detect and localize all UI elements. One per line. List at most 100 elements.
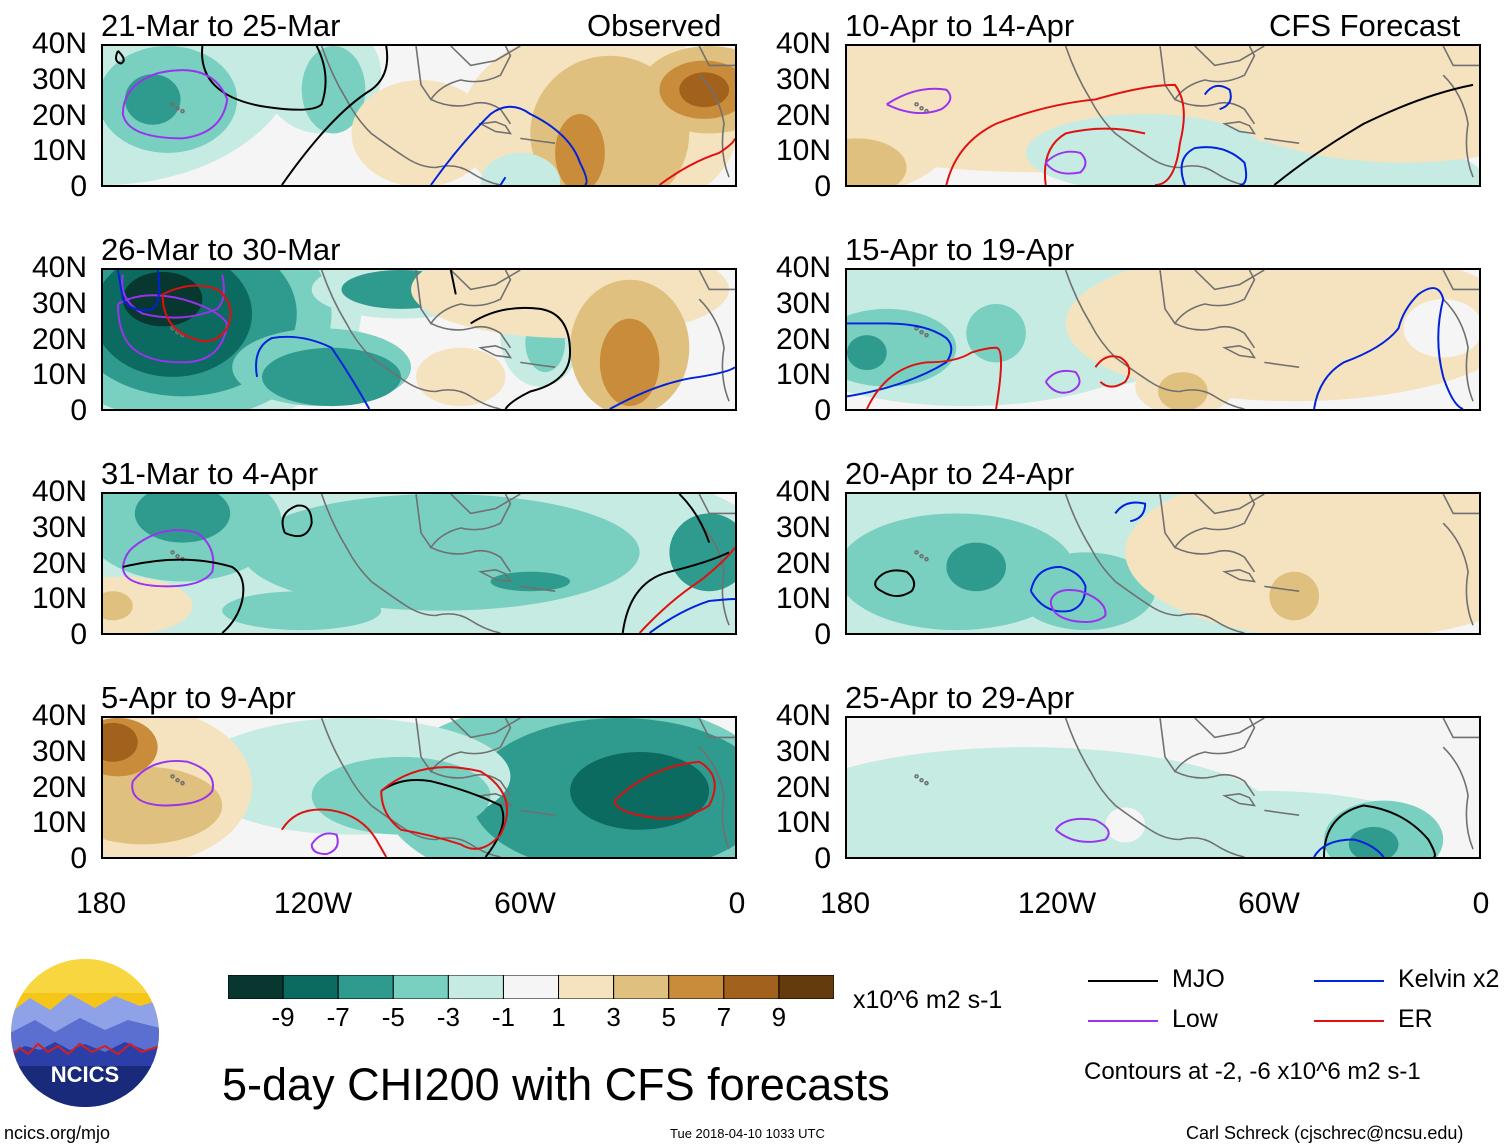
coastlines — [914, 718, 1479, 857]
lat-tick-label: 10N — [31, 358, 87, 392]
colorbar-segment — [613, 975, 670, 999]
mjo-contour — [122, 558, 245, 633]
low-contour — [121, 69, 229, 140]
er-contour — [865, 346, 1002, 409]
mjo-contour — [281, 504, 313, 538]
logo-text: NCICS — [51, 1062, 119, 1087]
anomaly-blob — [103, 576, 193, 633]
chi200-anomaly-shading — [103, 270, 735, 409]
panel-title: 31-Mar to 4-Apr — [101, 456, 319, 491]
er-contour — [945, 83, 1185, 185]
kelvin-x2-contour — [430, 105, 588, 185]
colorbar-tick: 5 — [661, 1002, 676, 1032]
coastlines — [170, 270, 735, 409]
mjo-contour — [380, 778, 505, 857]
forecast-label: CFS Forecast — [1269, 8, 1461, 43]
lat-tick-label: 30N — [31, 510, 87, 544]
mjo-contour — [1322, 804, 1436, 857]
lat-tick-label: 40N — [775, 251, 831, 284]
colorbar-tick: -7 — [326, 1002, 350, 1032]
anomaly-map — [847, 46, 1479, 185]
lon-tick-label: 60W — [494, 887, 556, 920]
anomaly-blob — [261, 347, 402, 407]
anomaly-map — [103, 718, 735, 857]
lon-tick-label: 180 — [75, 887, 127, 920]
ncics-logo: NCICS — [11, 959, 159, 1107]
anomaly-blob — [1348, 826, 1399, 857]
anomaly-blob — [847, 138, 907, 185]
lat-tick-label: 30N — [31, 62, 87, 96]
anomaly-blob — [1204, 46, 1479, 163]
colorbar-segment — [723, 975, 780, 999]
chi200-anomaly-shading — [103, 46, 735, 185]
low-contour — [131, 760, 214, 807]
mjo-contour — [201, 46, 327, 111]
panel-title: 10-Apr to 14-Apr — [845, 8, 1075, 43]
mjo-legend-line — [1088, 980, 1158, 982]
anomaly-blob — [103, 722, 138, 762]
map-panel — [101, 44, 737, 187]
anomaly-blob — [301, 46, 366, 134]
lat-tick-label: 10N — [31, 582, 87, 616]
anomaly-blob — [847, 335, 887, 371]
colorbar-segment — [447, 975, 504, 999]
contour-note: Contours at -2, -6 x10^6 m2 s-1 — [1084, 1058, 1421, 1085]
low-contour — [121, 529, 215, 588]
lat-tick-label: 20N — [31, 98, 87, 132]
lat-tick-label: 10N — [775, 582, 831, 616]
lat-tick-label: 20N — [31, 546, 87, 580]
anomaly-blob — [669, 513, 735, 592]
anomaly-blob — [946, 542, 1006, 592]
lon-tick-label: 120W — [273, 887, 353, 920]
lat-tick-label: 0 — [814, 170, 831, 203]
colorbar-units: x10^6 m2 s-1 — [853, 986, 1003, 1014]
anomaly-blob — [679, 72, 730, 108]
colorbar-segment — [337, 975, 394, 999]
lat-tick-label: 0 — [70, 170, 87, 203]
panel-title: 25-Apr to 29-Apr — [845, 680, 1075, 715]
kelvin-x2-legend-line — [1314, 980, 1384, 982]
panel-title: 26-Mar to 30-Mar — [101, 232, 341, 267]
anomaly-blob — [490, 571, 571, 592]
mjo-contour — [470, 306, 572, 409]
colorbar-segment — [558, 975, 615, 999]
mjo-contour — [678, 494, 711, 543]
anomaly-blob — [1269, 571, 1320, 621]
map-panel — [101, 492, 737, 635]
lat-tick-label: 10N — [31, 806, 87, 840]
colorbar-segment — [392, 975, 449, 999]
mjo-contour — [1273, 83, 1474, 185]
kelvin-x2-contour — [1313, 287, 1464, 409]
panel-title: 20-Apr to 24-Apr — [845, 456, 1075, 491]
lat-tick-label: 0 — [70, 618, 87, 651]
er-contour — [638, 546, 735, 633]
lat-tick-label: 40N — [775, 475, 831, 508]
legend-label: ER — [1398, 1005, 1433, 1033]
lon-tick-label: 60W — [1238, 887, 1300, 920]
lat-tick-label: 30N — [775, 286, 831, 320]
lat-tick-label: 30N — [775, 62, 831, 96]
lat-tick-label: 30N — [775, 510, 831, 544]
lat-tick-label: 40N — [31, 251, 87, 284]
colorbar-segment — [778, 975, 834, 999]
mjo-contour — [621, 551, 730, 633]
coastlines — [914, 494, 1479, 633]
colorbar-tick: -1 — [491, 1002, 516, 1032]
low-contour — [1044, 150, 1087, 175]
mjo-contour — [115, 50, 125, 65]
kelvin-x2-contour — [1180, 146, 1248, 185]
anomaly-map — [847, 270, 1479, 409]
coastlines — [170, 46, 735, 185]
legend-label: Low — [1172, 1005, 1218, 1033]
map-panel — [845, 716, 1481, 859]
kelvin-x2-contour — [1313, 838, 1385, 857]
lat-tick-label: 0 — [814, 394, 831, 427]
colorbar-tick: 7 — [716, 1002, 732, 1032]
anomaly-map — [847, 718, 1479, 857]
map-panel — [845, 492, 1481, 635]
low-contour — [1044, 369, 1081, 394]
map-panel — [845, 44, 1481, 187]
anomaly-blob — [124, 74, 181, 125]
er-contour — [161, 284, 232, 343]
lat-tick-label: 40N — [31, 475, 87, 508]
